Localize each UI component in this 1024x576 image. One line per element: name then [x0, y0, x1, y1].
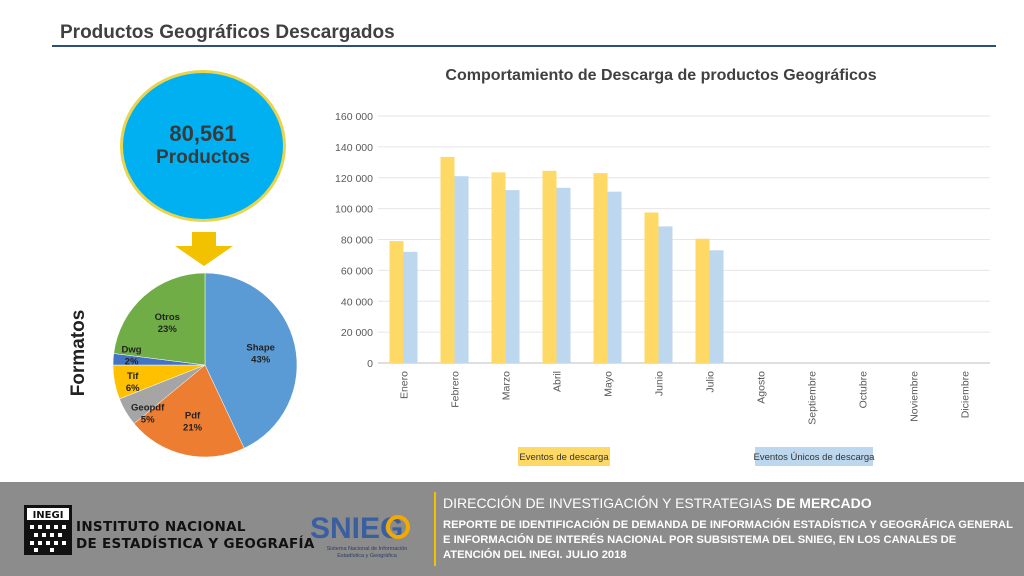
svg-text:6%: 6%	[126, 383, 140, 394]
bar-downloads-enero	[389, 241, 404, 363]
y-tick-label: 120 000	[335, 173, 373, 185]
y-tick-label: 140 000	[335, 142, 373, 154]
bar-unique-downloads-marzo	[505, 190, 520, 363]
y-tick-label: 40 000	[341, 296, 373, 308]
bar-unique-downloads-junio	[658, 226, 673, 363]
y-tick-label: 160 000	[335, 111, 373, 123]
bar-unique-downloads-febrero	[454, 176, 469, 363]
svg-text:Shape: Shape	[246, 343, 275, 354]
pie-slice-pdf	[133, 364, 245, 458]
svg-text:23%: 23%	[158, 324, 178, 335]
svg-text:21%: 21%	[183, 423, 203, 434]
title-divider	[52, 45, 996, 47]
x-tick-label: Julio	[705, 371, 717, 393]
x-tick-label: Mayo	[603, 371, 615, 397]
institute-name: INSTITUTO NACIONAL DE ESTADÍSTICA Y GEOG…	[76, 519, 315, 552]
snieg-subtitle: Sistema Nacional de Información Estadíst…	[326, 546, 408, 559]
x-tick-label: Abril	[552, 371, 564, 392]
x-tick-label: Enero	[399, 371, 411, 399]
downloads-bar-chart: Comportamiento de Descarga de productos …	[318, 60, 1018, 480]
y-tick-label: 60 000	[341, 265, 373, 277]
bar-downloads-julio	[695, 238, 710, 363]
svg-text:43%: 43%	[251, 355, 271, 366]
x-tick-label: Agosto	[756, 371, 768, 404]
inegi-logo-icon: INEGI	[24, 505, 72, 555]
pie-slice-shape	[204, 272, 298, 449]
total-products-number: 80,561	[169, 121, 237, 146]
footer-heading: DIRECCIÓN DE INVESTIGACIÓN Y ESTRATEGIAS…	[443, 495, 872, 511]
svg-text:5%: 5%	[141, 414, 155, 425]
bar-unique-downloads-abril	[556, 187, 571, 363]
x-tick-label: Febrero	[450, 371, 462, 408]
y-tick-label: 20 000	[341, 327, 373, 339]
footer-report-text: REPORTE DE IDENTIFICACIÓN DE DEMANDA DE …	[443, 519, 1013, 561]
svg-text:Otros: Otros	[155, 312, 180, 323]
x-tick-label: Noviembre	[909, 371, 921, 422]
bar-unique-downloads-mayo	[607, 191, 622, 363]
y-tick-label: 80 000	[341, 235, 373, 247]
bar-downloads-marzo	[491, 172, 506, 363]
bar-downloads-mayo	[593, 173, 608, 363]
chart-title: Comportamiento de Descarga de productos …	[445, 67, 876, 84]
x-tick-label: Marzo	[501, 371, 513, 400]
svg-text:INEGI: INEGI	[33, 510, 64, 521]
snieg-logo-icon: SNIEG	[310, 512, 410, 545]
svg-text:Tif: Tif	[127, 371, 139, 382]
bar-downloads-febrero	[440, 156, 455, 363]
bar-unique-downloads-enero	[403, 251, 418, 363]
total-products-label: Productos	[156, 147, 250, 168]
bar-downloads-junio	[644, 212, 659, 363]
footer-divider	[434, 492, 436, 566]
y-tick-label: 0	[367, 358, 373, 370]
x-tick-label: Octubre	[858, 371, 870, 409]
total-products-circle: 80,561 Productos	[120, 70, 286, 222]
svg-text:Dwg: Dwg	[122, 344, 142, 355]
svg-text:Geopdf: Geopdf	[131, 402, 165, 413]
svg-text:Eventos de descarga: Eventos de descarga	[519, 452, 609, 463]
formats-pie-chart: Shape 43% Pdf 21% Geopdf 5% Tif 6% Dwg 2% Otros 23%	[110, 270, 300, 465]
pie-slice-otros	[113, 272, 206, 366]
svg-text:2%: 2%	[125, 356, 139, 367]
bar-downloads-abril	[542, 170, 557, 363]
svg-text:Pdf: Pdf	[185, 411, 201, 422]
formats-label: Formatos	[68, 309, 89, 397]
down-arrow-icon	[175, 232, 233, 266]
x-tick-label: Junio	[654, 371, 666, 396]
svg-text:Eventos Únicos de descarga: Eventos Únicos de descarga	[754, 452, 876, 463]
legend-item-unique-downloads: Eventos Únicos de descarga	[754, 447, 876, 466]
y-tick-label: 100 000	[335, 204, 373, 216]
x-tick-label: Septiembre	[807, 371, 819, 425]
bar-unique-downloads-julio	[709, 250, 724, 363]
legend-item-downloads: Eventos de descarga	[518, 447, 610, 466]
page-title: Productos Geográficos Descargados	[60, 22, 395, 43]
x-tick-label: Diciembre	[960, 371, 972, 418]
footer-bar	[0, 482, 1024, 576]
